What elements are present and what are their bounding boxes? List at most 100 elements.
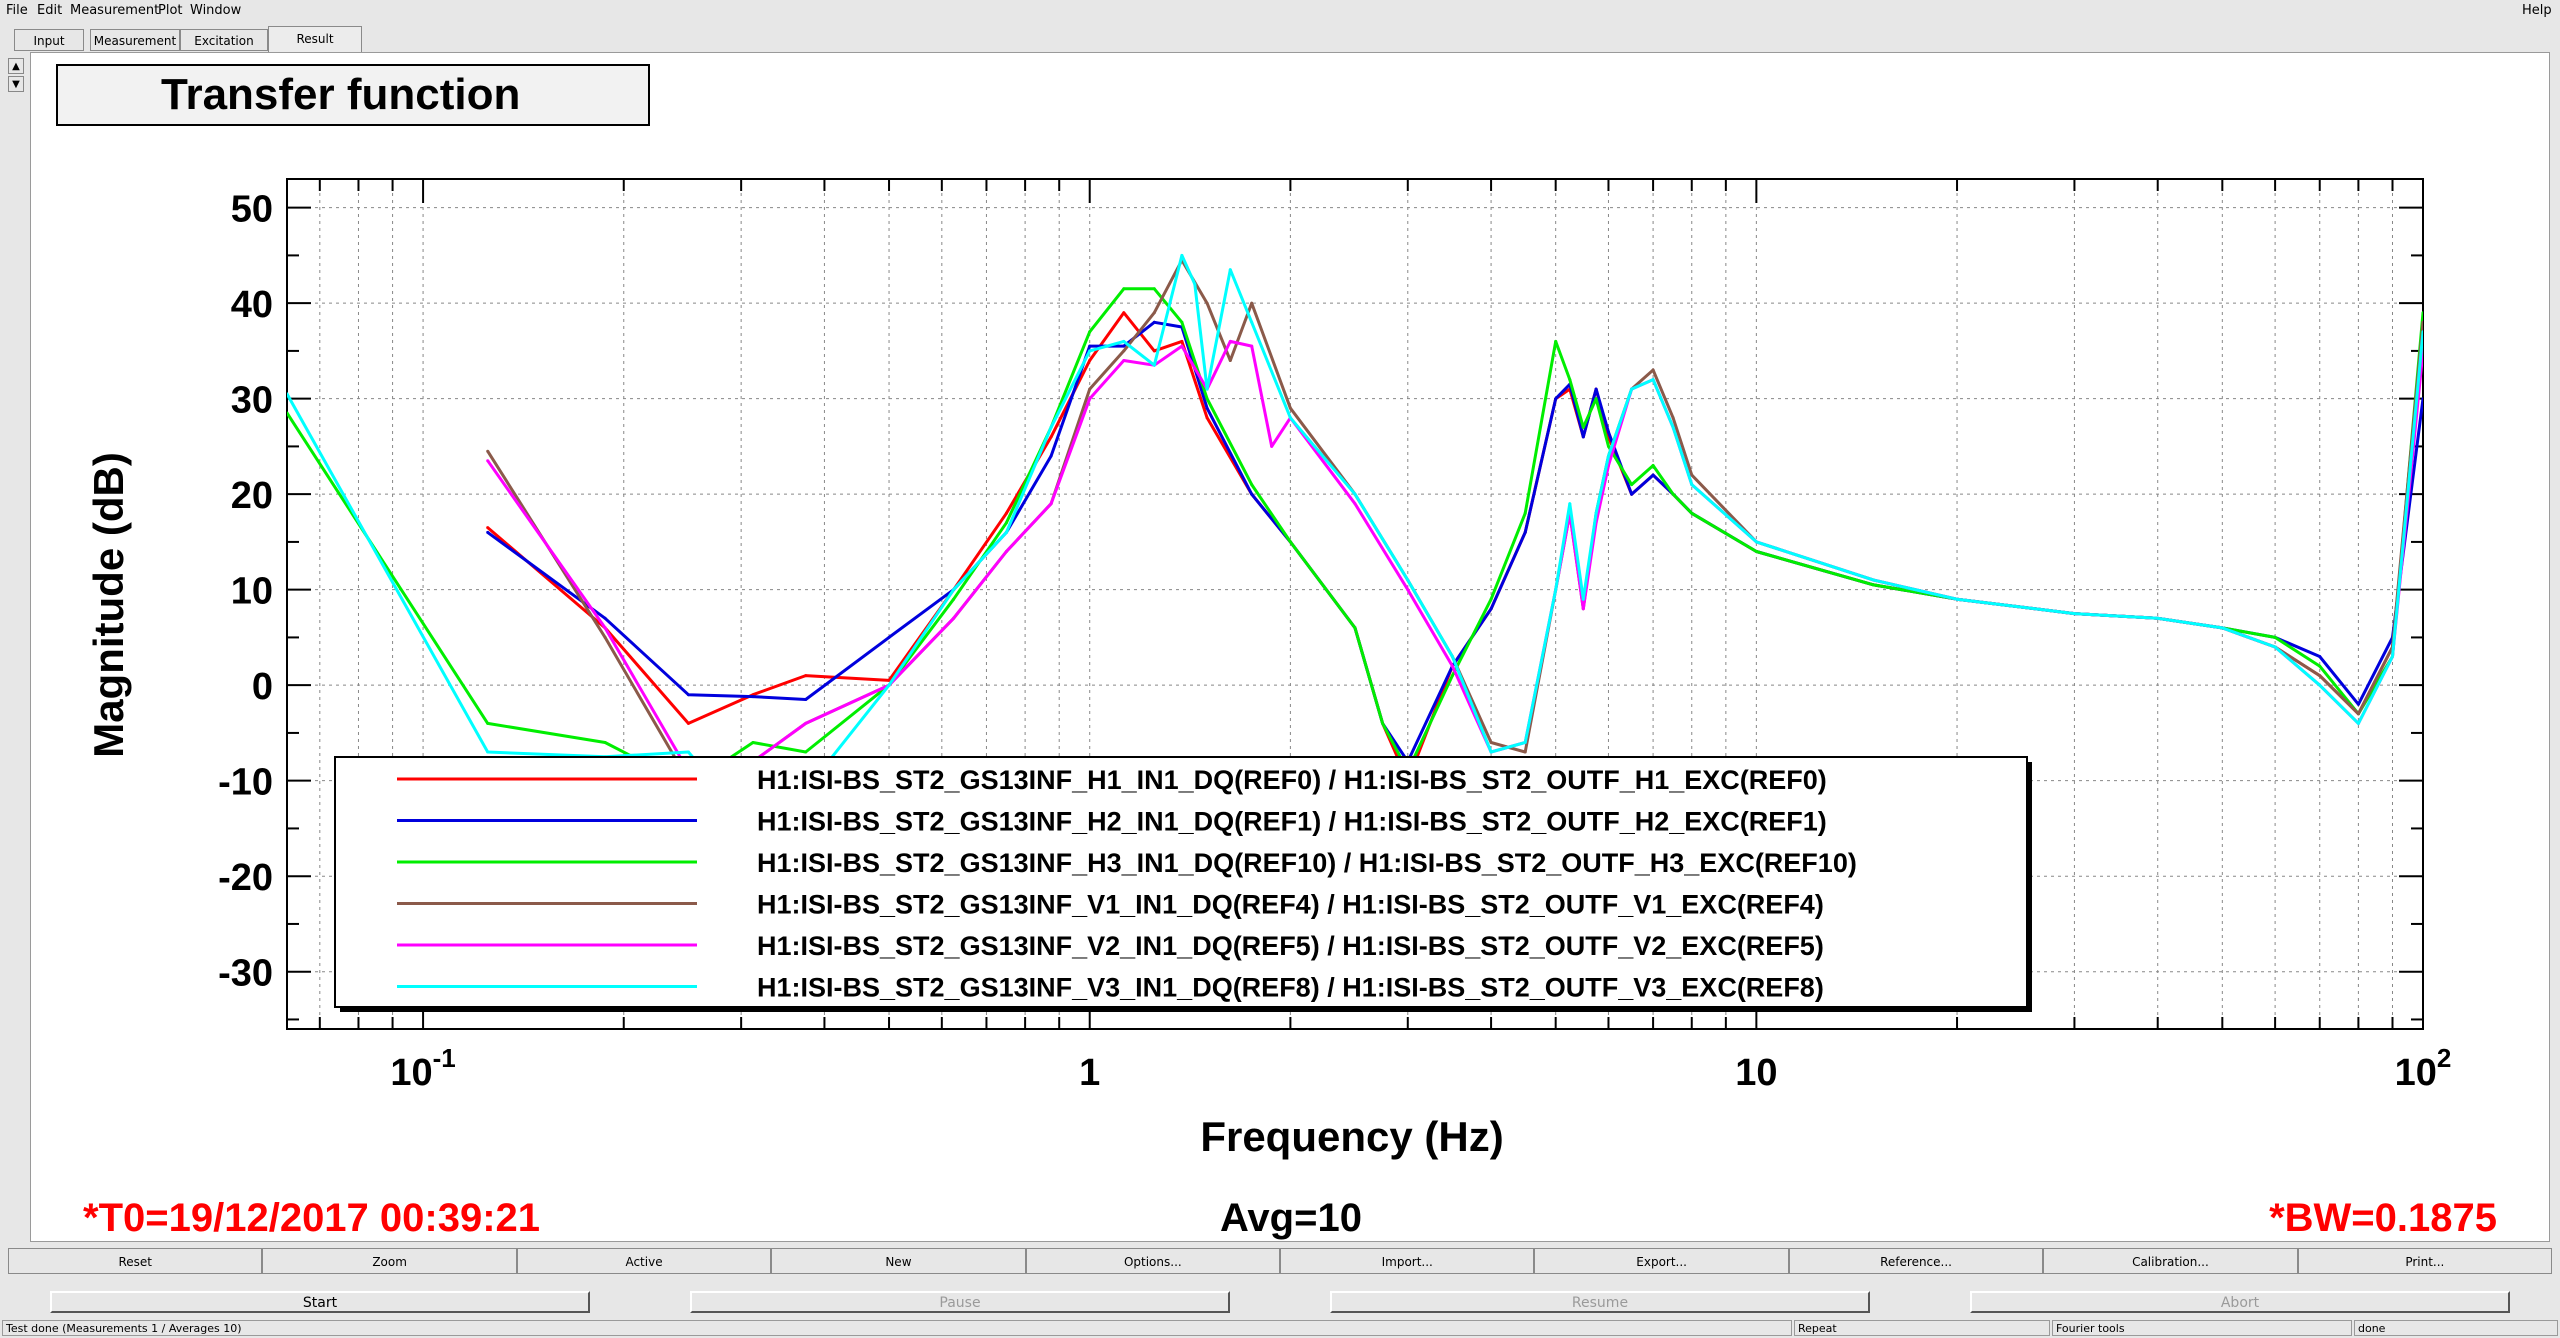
transfer-function-chart: Transfer function 50 40 30 20 10 0 -10 -20 -30 10… [56,64,2497,1240]
import-button[interactable]: Import... [1280,1248,1535,1274]
avg-label: Avg=10 [1220,1196,1362,1240]
data-point [1581,597,1585,601]
tab-input[interactable]: Input [14,29,84,51]
data-point [952,597,956,601]
x-tick-exponent: -1 [433,1043,456,1073]
x-tick-base: 10 [2395,1052,2437,1094]
data-point [2421,311,2423,315]
pause-button[interactable]: Pause [690,1291,1230,1313]
start-button[interactable]: Start [50,1291,590,1313]
options-button[interactable]: Options... [1025,1248,1281,1274]
scroll-up-icon[interactable]: ▲ [8,58,24,74]
y-tick-label: -30 [218,953,273,995]
data-point [2421,320,2423,324]
data-point [2421,330,2423,334]
data-point [1630,483,1634,487]
legend-entry: H1:ISI-BS_ST2_GS13INF_V3_IN1_DQ(REF8) / … [757,973,1824,1003]
data-point [1004,521,1008,525]
data-point [1088,349,1092,353]
abort-button[interactable]: Abort [1970,1291,2510,1313]
data-point [1049,425,1053,429]
data-point [1568,502,1572,506]
data-point [1489,750,1493,754]
data-point [1088,397,1092,401]
tab-measurement[interactable]: Measurement [90,29,180,51]
menu-plot[interactable]: Plot [158,3,183,18]
data-point [1690,483,1694,487]
reference-button[interactable]: Reference... [1788,1248,2044,1274]
data-point [1270,444,1274,448]
data-point [603,741,607,744]
data-point [1122,287,1126,291]
zoom-button[interactable]: Zoom [262,1248,517,1274]
menu-bar: File Edit Measurement Plot Window Help [0,0,2560,24]
data-point [686,750,690,754]
print-button[interactable]: Print... [2297,1248,2553,1274]
data-point [1523,750,1527,754]
resume-button[interactable]: Resume [1330,1291,1870,1313]
title-box [56,64,650,126]
data-point [603,616,607,620]
y-tick-label: 50 [231,189,273,231]
plot-canvas: Transfer function 50 40 30 20 10 0 -10 -20 -30 10… [30,52,2550,1242]
data-point [1205,406,1209,410]
scroll-down-icon[interactable]: ▼ [8,76,24,92]
y-tick-label: 20 [231,475,273,517]
t0-label: *T0=19/12/2017 00:39:21 [83,1196,540,1240]
tab-bar: Input Measurement Excitation Result [0,26,2560,54]
data-point [1450,655,1454,658]
data-point [1353,492,1357,496]
reset-button[interactable]: Reset [8,1248,263,1274]
menu-window[interactable]: Window [190,3,242,18]
data-point [2220,626,2224,630]
export-button[interactable]: Export... [1534,1248,1789,1274]
data-point [1122,339,1126,343]
data-point [751,695,755,699]
data-point [1250,344,1254,348]
data-point [486,530,490,534]
data-point [1049,502,1053,506]
data-point [2318,683,2322,687]
menu-edit[interactable]: Edit [37,3,63,18]
tab-excitation[interactable]: Excitation [180,29,268,51]
data-point [1450,664,1454,668]
data-point [1594,397,1598,401]
active-button[interactable]: Active [516,1248,772,1274]
data-point [486,750,490,754]
new-button[interactable]: New [771,1248,1026,1274]
data-point [1353,626,1357,630]
data-point [1651,473,1655,477]
status-repeat: Repeat [1794,1320,2050,1336]
data-point [2318,674,2322,678]
data-point [1152,311,1156,315]
data-point [1004,530,1008,534]
data-point [2318,655,2322,658]
data-point [1554,588,1558,592]
bw-label: *BW=0.1875 [2269,1196,2497,1240]
legend-entry: H1:ISI-BS_ST2_GS13INF_H2_IN1_DQ(REF1) / … [757,807,1827,837]
data-point [1754,550,1758,553]
data-point [952,588,956,592]
data-point [1581,425,1585,429]
plot-toolbar: Reset Zoom Active New Options... Import.… [8,1248,2553,1274]
menu-file[interactable]: File [6,3,28,18]
data-point [804,698,808,701]
x-tick-exponent: 2 [2437,1043,2451,1073]
data-point [1955,597,1959,601]
legend-entry: H1:ISI-BS_ST2_GS13INF_V2_IN1_DQ(REF5) / … [757,931,1824,961]
menu-measurement[interactable]: Measurement [70,3,160,18]
tab-result[interactable]: Result [268,26,362,52]
data-point [887,678,891,682]
menu-help[interactable]: Help [2522,3,2552,18]
data-point [1205,397,1209,401]
data-point [1288,406,1292,410]
data-point [1205,416,1209,420]
data-point [1088,387,1092,391]
data-point [1594,511,1598,515]
status-message: Test done (Measurements 1 / Averages 10) [2,1320,1792,1336]
legend-entry: H1:ISI-BS_ST2_GS13INF_V1_IN1_DQ(REF4) / … [757,890,1824,920]
x-tick-label: 10-1 [390,1043,455,1094]
data-point [804,721,808,725]
y-tick-label: -20 [218,857,273,899]
calibration-button[interactable]: Calibration... [2043,1248,2298,1274]
